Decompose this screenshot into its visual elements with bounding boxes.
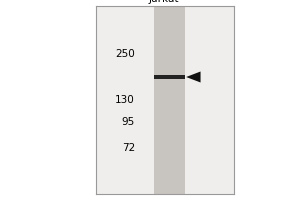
Text: 72: 72 (122, 143, 135, 153)
Polygon shape (186, 72, 200, 82)
Text: Jurkat: Jurkat (148, 0, 179, 4)
Text: 130: 130 (115, 95, 135, 105)
Bar (154, 6, 185, 194)
Text: 95: 95 (122, 117, 135, 127)
Bar (96, 6, 234, 194)
Bar (154, 75, 185, 79)
Text: 250: 250 (115, 49, 135, 59)
